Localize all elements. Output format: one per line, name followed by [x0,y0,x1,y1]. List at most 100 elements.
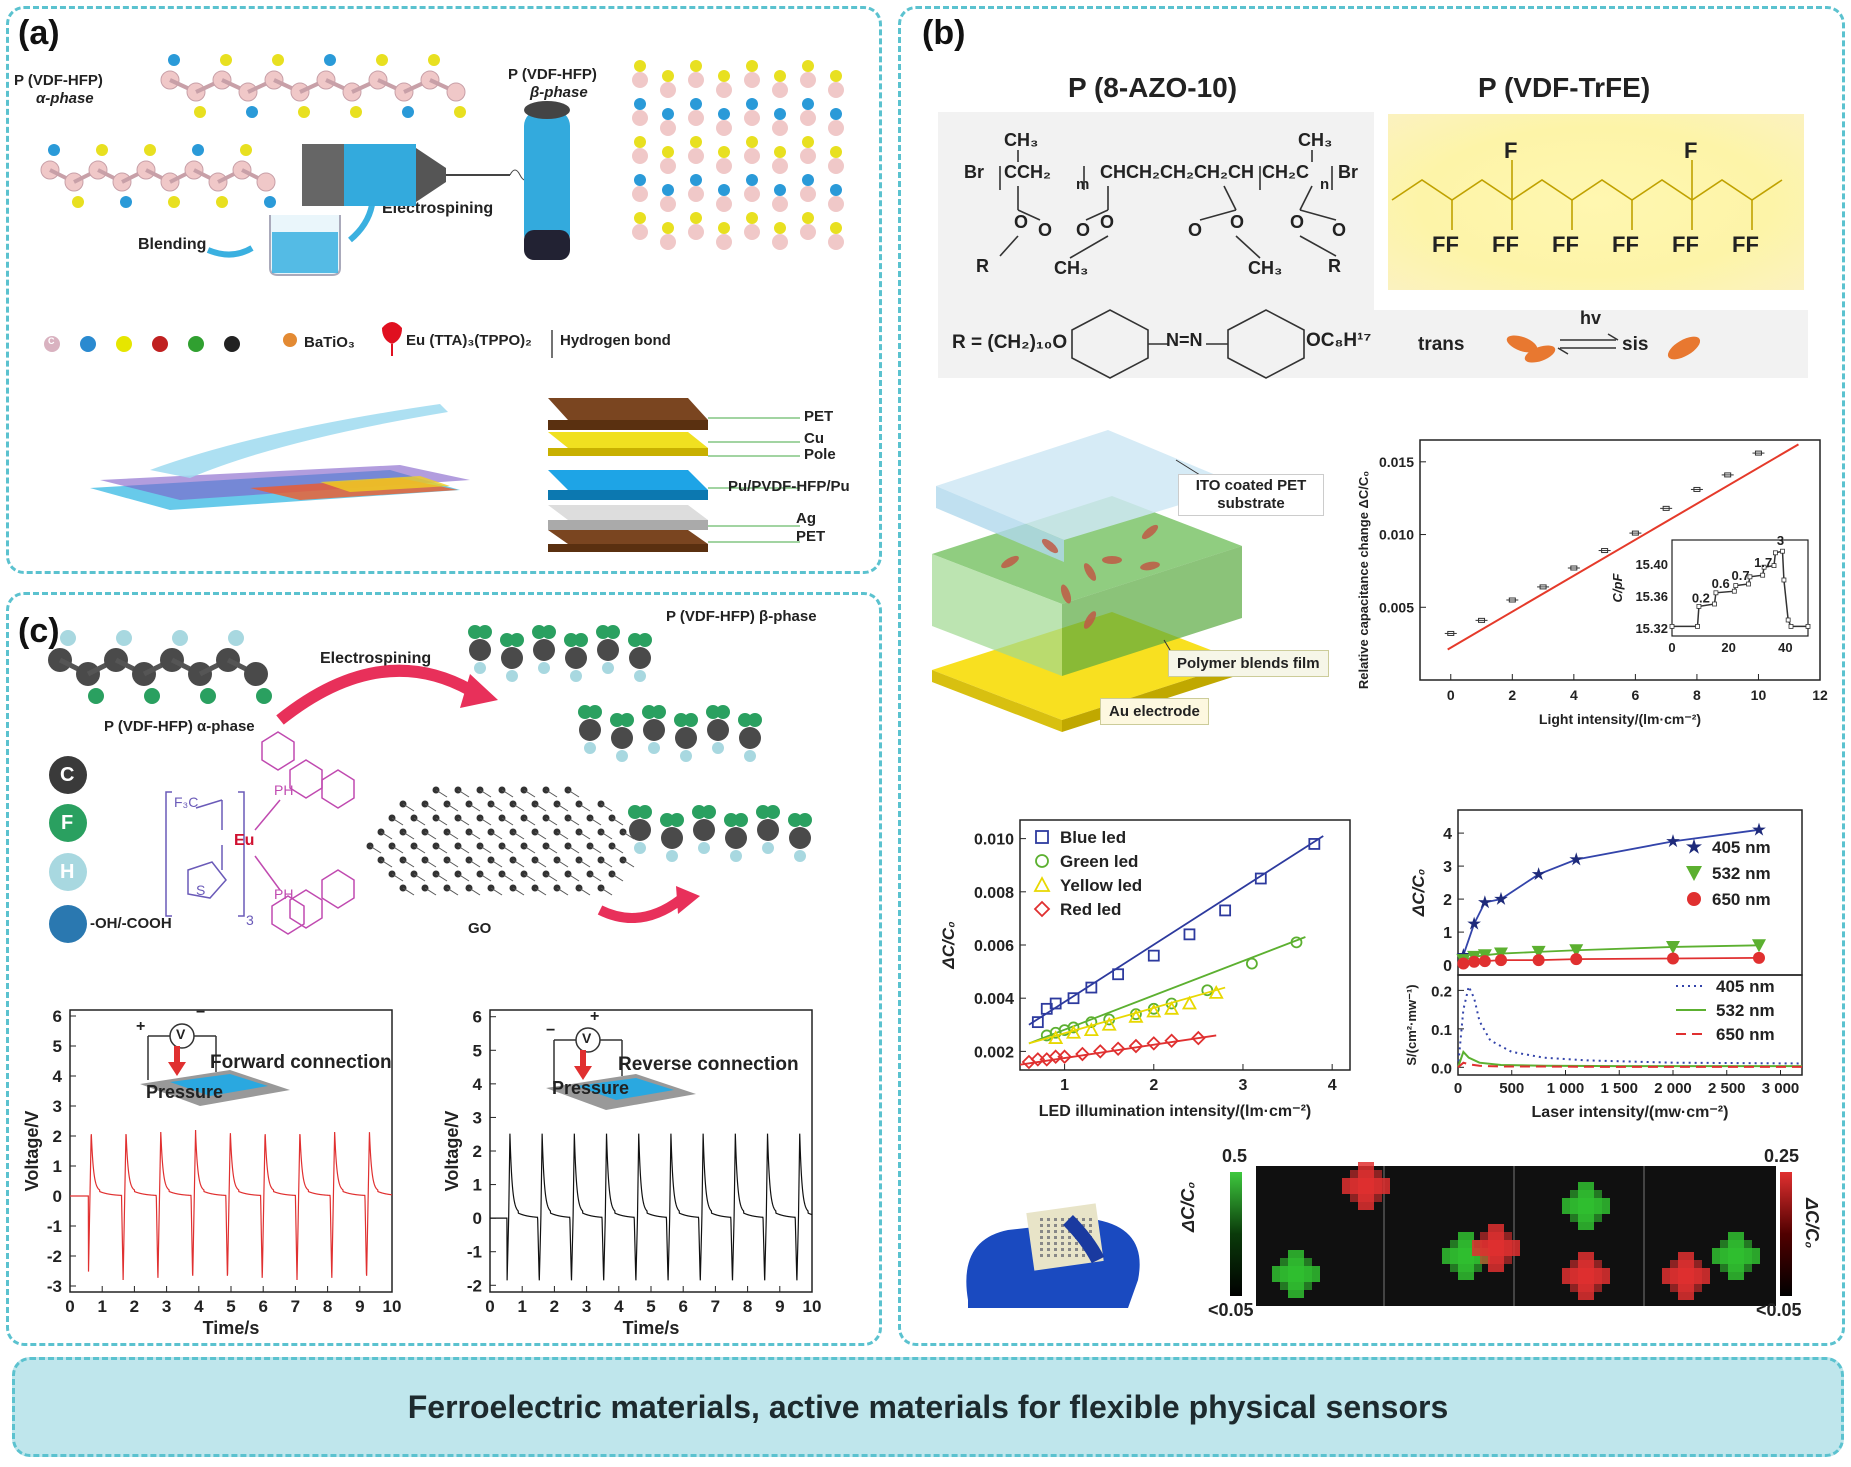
go-bond [611,817,624,826]
y-tick-label: 0 [473,1209,482,1228]
side-atom [428,54,440,66]
beta-side-atom [634,98,646,110]
beta-fluorine-c [674,713,688,727]
panel-a [6,6,882,574]
x-tick-label: 2 000 [1654,1080,1692,1097]
beta-carbon-c [611,727,633,749]
inset-y-label: C/pF [1610,573,1625,603]
beta-fluorine-c [766,805,780,819]
beta-fluorine-c [692,805,706,819]
tppo-ligands [254,731,355,935]
data-point [1666,940,1680,954]
go-bond [402,887,415,896]
x-axis-label: Time/s [203,1318,260,1338]
y-axis-label: ΔC/C₀ [1409,869,1428,918]
inset-trace [1672,550,1808,628]
x-tick-label: 8 [743,1297,752,1316]
side-atom [72,196,84,208]
inset-x-tick-label: 20 [1721,640,1735,655]
beta-side-atom [718,146,730,158]
go-bond [479,873,492,882]
oh-cooh-label: -OH/-COOH [90,915,172,932]
data-point [1031,1016,1044,1029]
y-tick-label: 0 [1443,958,1452,975]
data-point [1531,867,1546,881]
y-tick-label: 0.008 [974,885,1014,902]
plot-frame [1457,974,1803,1076]
beta-carbon [744,148,760,164]
x-tick-label: 10 [1751,687,1767,703]
go-bond [545,873,558,882]
eu-label: Eu [234,832,255,849]
chem-structure-bg [938,112,1374,317]
sensor-pixel [1054,1224,1057,1227]
beta-fluorine-c [478,625,492,639]
x-axis-label: Laser intensity/(mw·cm⁻²) [1532,1104,1729,1121]
beta-carbon [632,110,648,126]
data-point [1049,997,1062,1010]
chart-laser-dcc0: 0 1 2 3 4 ΔC/C₀ 405 nm 532 nm 650 nm [1409,809,1803,976]
side-atom [194,106,206,118]
glove-sensor-photo [948,1160,1173,1308]
inset-y-tick-label: 15.36 [1635,589,1668,604]
go-bond [501,873,514,882]
chem-f-top-1: F [1504,138,1518,163]
beta-carbon [828,82,844,98]
side-atom [272,54,284,66]
beta-carbon [772,82,788,98]
data-point [1753,951,1765,964]
x-tick-label: 8 [1693,687,1701,703]
go-arrow-icon [597,895,683,923]
data-point [1494,891,1508,905]
y-tick-label: 0.015 [1379,454,1414,470]
x-tick-label: 4 [1570,687,1578,703]
beta-hydrogen-c [680,750,692,762]
beta-carbon [632,72,648,88]
reverse-pressure-label: Pressure [552,1078,630,1098]
legend-marker [1687,892,1701,906]
inset-x-tick-label: 40 [1778,640,1792,655]
data-point [1057,1049,1072,1064]
go-bond [578,859,591,868]
x-tick-label: 3 [582,1297,591,1316]
chem-backbone-n: n [1320,176,1330,193]
y-tick-label: 0.2 [1431,983,1452,1000]
beta-side-atom [802,60,814,72]
inset-marker [1746,581,1751,587]
x-tick-label: 2 [1149,1077,1158,1094]
voltage-trace [490,1133,813,1281]
chem-o-3: O [1076,220,1091,240]
beta-phase-label-c: P (VDF-HFP) β-phase [666,608,817,625]
beta-fluorine-c [670,813,684,827]
go-bond [424,831,437,840]
x-tick-label: 6 [1631,687,1639,703]
x-tick-label: 0 [485,1297,494,1316]
beta-side-atom [690,212,702,224]
benzene-rings [1071,309,1305,379]
chem-o-2: O [1038,220,1053,240]
sensor-pixel [1054,1242,1057,1245]
series-line-1 [1457,1050,1802,1068]
chem-ch3-bot-1: CH₃ [1054,258,1089,278]
inset-y-tick-label: 15.40 [1635,557,1668,572]
beta-carbon [716,196,732,212]
device-illustration [932,430,1242,732]
chart-linear-capacitance: 0 2 4 6 8 10 12 0.005 0.010 0.015 Light intensity/… [1356,439,1828,727]
go-bond [534,803,547,812]
panel-c-illustration [48,625,812,943]
chem-bonds [999,150,1783,379]
beta-fluorine-c [574,633,588,647]
beta-side-atom [718,70,730,82]
y-tick-label: 0.1 [1431,1022,1452,1039]
side-atom-c [228,630,244,646]
go-bond [479,845,492,854]
reverse-v-symbol: V [582,1030,592,1046]
chem-ch3-top-1: CH₃ [1004,130,1039,150]
go-bond [424,859,437,868]
data-point [1569,852,1584,866]
go-bond [435,789,448,798]
y-tick-label: 4 [473,1075,483,1094]
heat-spot [1720,1240,1752,1272]
side-atom-c [88,688,104,704]
go-bond [589,817,602,826]
